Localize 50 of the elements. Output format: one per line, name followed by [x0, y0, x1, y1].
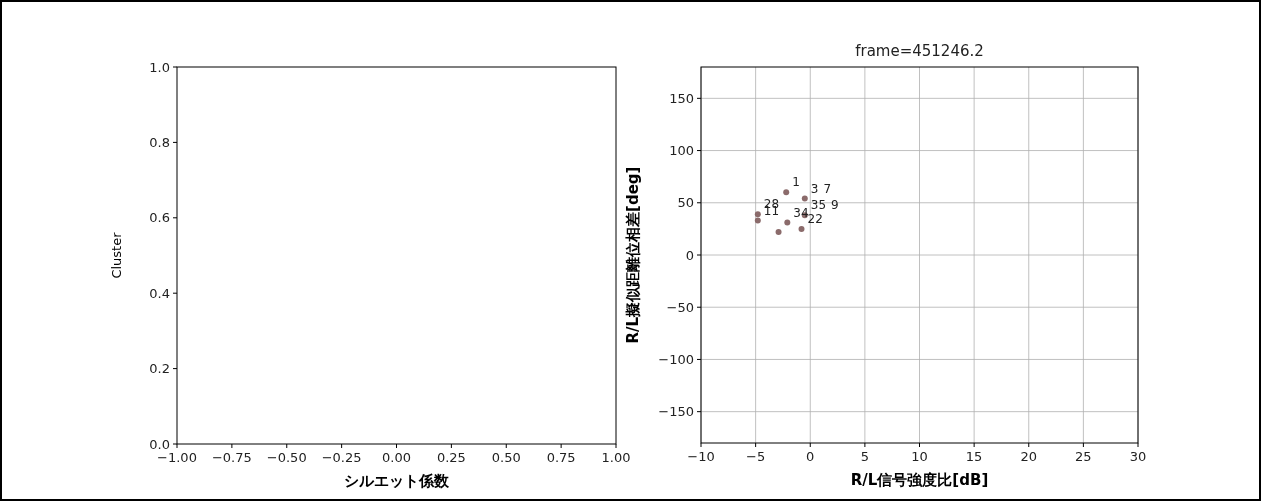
x-axis-title: シルエット係数	[344, 472, 450, 490]
x-axis-title: R/L信号強度比[dB]	[850, 471, 989, 489]
x-tick-label: 25	[1075, 449, 1092, 464]
annotation: 1	[792, 175, 800, 190]
x-tick-label: −0.50	[266, 450, 307, 465]
annotation: 22	[807, 211, 823, 226]
x-tick-label: 0.00	[382, 450, 411, 465]
x-tick-label: −1.00	[157, 450, 197, 465]
y-tick-label: 50	[677, 195, 694, 211]
y-tick-label: 0.0	[149, 436, 170, 452]
x-tick-label: −5	[746, 449, 766, 464]
annotation: 9	[831, 198, 839, 213]
annotation: 34	[793, 205, 809, 220]
x-tick-label: 30	[1129, 449, 1147, 464]
y-tick-label: 150	[669, 90, 694, 106]
y-tick-label: 100	[669, 143, 694, 159]
annotation: 3	[810, 181, 819, 196]
x-tick-label: −10	[687, 449, 715, 464]
x-tick-label: 1.00	[601, 450, 631, 465]
y-tick-label: 0.2	[149, 361, 170, 377]
x-tick-label: 10	[911, 449, 928, 464]
y-axis-title: Cluster	[109, 231, 124, 279]
y-tick-label: 0.6	[149, 210, 170, 226]
point	[783, 189, 790, 196]
x-tick-label: 0.75	[546, 450, 576, 465]
x-tick-label: 0.50	[491, 450, 521, 465]
annotation: 35	[810, 198, 827, 213]
y-axis-title: R/L擬似距離位相差[deg]	[624, 166, 642, 344]
y-tick-label: −50	[666, 299, 694, 315]
y-tick-label: 1.0	[149, 59, 170, 75]
x-tick-label: −0.75	[211, 450, 252, 465]
point	[754, 211, 761, 218]
annotation: 7	[823, 181, 832, 196]
y-tick-label: 0	[685, 247, 694, 263]
x-tick-label: 15	[965, 449, 983, 464]
chart-title: frame=451246.2	[855, 42, 984, 60]
y-tick-label: −150	[658, 404, 694, 420]
point	[798, 225, 805, 232]
x-tick-label: 20	[1020, 449, 1038, 464]
x-tick-label: 0	[806, 449, 815, 464]
x-tick-label: 5	[860, 449, 870, 464]
y-tick-label: 0.4	[149, 285, 170, 301]
x-tick-label: 0.25	[436, 450, 466, 465]
y-tick-label: −100	[658, 351, 694, 367]
point	[775, 229, 782, 236]
y-tick-label: 0.8	[149, 134, 170, 150]
point	[784, 219, 791, 226]
point	[801, 195, 808, 202]
x-tick-label: −0.25	[321, 450, 362, 465]
point	[754, 217, 761, 224]
